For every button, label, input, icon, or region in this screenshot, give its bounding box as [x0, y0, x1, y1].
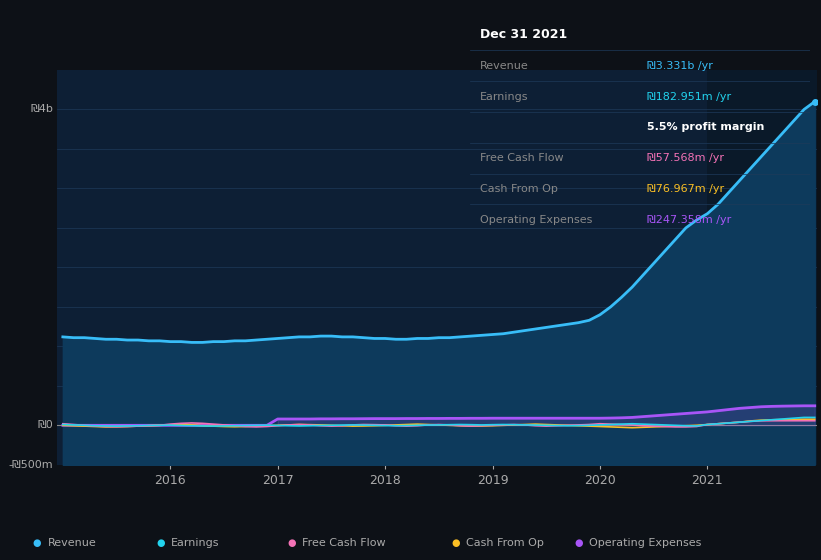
Text: Free Cash Flow: Free Cash Flow	[479, 153, 563, 163]
Text: Earnings: Earnings	[171, 538, 219, 548]
Text: Revenue: Revenue	[48, 538, 96, 548]
Text: ●: ●	[33, 538, 41, 548]
Text: ₪0: ₪0	[38, 421, 53, 430]
Text: ₪4b: ₪4b	[30, 105, 53, 114]
Text: Earnings: Earnings	[479, 92, 529, 101]
Text: Cash From Op: Cash From Op	[466, 538, 544, 548]
Text: ₪57.568m /yr: ₪57.568m /yr	[647, 153, 724, 163]
Text: ●: ●	[452, 538, 460, 548]
Text: Revenue: Revenue	[479, 61, 529, 71]
Text: Cash From Op: Cash From Op	[479, 184, 557, 194]
Text: ●: ●	[287, 538, 296, 548]
Text: Operating Expenses: Operating Expenses	[589, 538, 702, 548]
Bar	[708, 70, 817, 465]
Text: 5.5% profit margin: 5.5% profit margin	[647, 123, 764, 132]
Text: ₪247.358m /yr: ₪247.358m /yr	[647, 215, 731, 225]
Text: ●: ●	[575, 538, 583, 548]
Text: Free Cash Flow: Free Cash Flow	[302, 538, 386, 548]
Text: Operating Expenses: Operating Expenses	[479, 215, 592, 225]
Text: Dec 31 2021: Dec 31 2021	[479, 29, 567, 41]
Text: ●: ●	[156, 538, 164, 548]
Text: ₪3.331b /yr: ₪3.331b /yr	[647, 61, 713, 71]
Text: ₪182.951m /yr: ₪182.951m /yr	[647, 92, 731, 101]
Text: ₪76.967m /yr: ₪76.967m /yr	[647, 184, 724, 194]
Text: -₪500m: -₪500m	[9, 460, 53, 470]
